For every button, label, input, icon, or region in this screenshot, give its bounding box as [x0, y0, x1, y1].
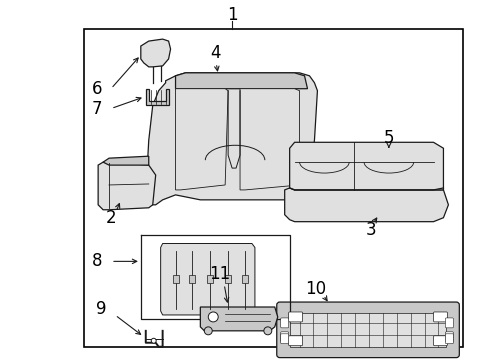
FancyBboxPatch shape [445, 334, 452, 344]
Text: 1: 1 [226, 6, 237, 24]
Circle shape [151, 338, 156, 343]
Polygon shape [175, 89, 228, 190]
Bar [189, 275, 195, 283]
Text: 7: 7 [92, 100, 102, 118]
Text: 5: 5 [383, 129, 393, 147]
Polygon shape [145, 73, 317, 205]
Circle shape [208, 312, 218, 322]
FancyBboxPatch shape [433, 336, 447, 346]
Text: 8: 8 [92, 252, 102, 270]
Polygon shape [161, 243, 254, 315]
FancyBboxPatch shape [433, 312, 447, 322]
Bar [207, 275, 213, 283]
FancyBboxPatch shape [288, 312, 302, 322]
Bar [224, 275, 231, 283]
Text: 3: 3 [365, 221, 376, 239]
Polygon shape [98, 162, 155, 210]
Polygon shape [175, 73, 307, 89]
Bar [84, 29, 462, 347]
Text: 6: 6 [92, 80, 102, 98]
Text: 11: 11 [209, 265, 230, 283]
FancyBboxPatch shape [276, 302, 458, 357]
FancyBboxPatch shape [280, 318, 288, 328]
Bar [289, 313, 446, 347]
Polygon shape [289, 142, 443, 190]
FancyBboxPatch shape [280, 334, 288, 344]
Text: 10: 10 [304, 280, 325, 298]
Bar [242, 275, 247, 283]
Bar [172, 275, 178, 283]
FancyBboxPatch shape [280, 332, 288, 342]
Circle shape [204, 327, 212, 335]
Polygon shape [240, 89, 299, 190]
Polygon shape [284, 188, 447, 222]
FancyBboxPatch shape [445, 318, 452, 328]
Polygon shape [103, 156, 148, 165]
Text: 2: 2 [105, 209, 116, 227]
FancyBboxPatch shape [445, 332, 452, 342]
Text: 9: 9 [96, 300, 106, 318]
Polygon shape [141, 39, 170, 67]
Polygon shape [200, 307, 277, 331]
Circle shape [264, 327, 271, 335]
Text: 4: 4 [209, 44, 220, 62]
Polygon shape [145, 89, 168, 105]
FancyBboxPatch shape [288, 336, 302, 346]
